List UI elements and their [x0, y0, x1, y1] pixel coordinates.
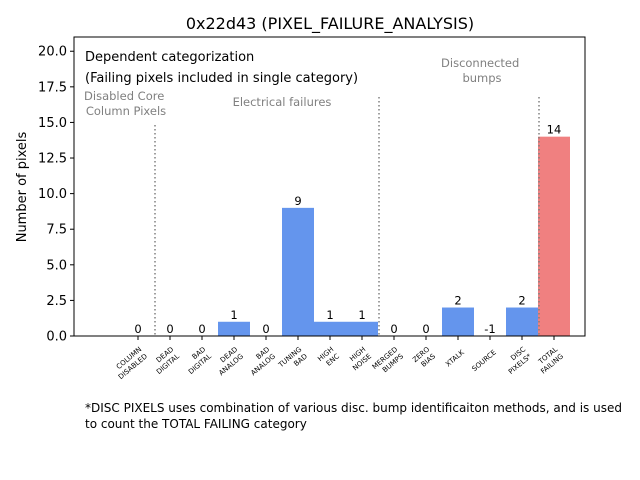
bar-value-label: 0: [390, 322, 397, 336]
footnote: *DISC PIXELS uses combination of various…: [85, 401, 622, 431]
bar-value-label: 0: [134, 322, 141, 336]
x-tick-label: SOURCE: [471, 348, 498, 373]
plot-frame: [73, 36, 586, 337]
group-label-disconnected: Disconnected bumps: [441, 56, 523, 85]
y-tick-label: 10.0: [38, 187, 67, 202]
bar-value-label: -1: [484, 322, 495, 336]
annotation-line-1: Dependent categorization: [85, 50, 254, 65]
bar-value-label: 0: [198, 322, 205, 336]
x-tick-label: HIGHENC: [316, 345, 341, 370]
x-tick-label: BADDIGITAL: [181, 345, 213, 376]
chart-title: 0x22d43 (PIXEL_FAILURE_ANALYSIS): [186, 14, 474, 34]
bar-value-label: 14: [547, 123, 562, 137]
bar-value-label: 1: [230, 308, 237, 322]
group-label-disabled-core-line1: Disabled Core: [84, 89, 164, 103]
bar-disc-pixels: [506, 307, 538, 336]
bar-xtalk: [442, 307, 474, 336]
x-tick-label: DISCPIXELS*: [501, 345, 533, 376]
y-tick-label: 7.5: [46, 223, 67, 238]
y-tick-label: 17.5: [38, 80, 67, 95]
y-tick-label: 15.0: [38, 116, 67, 131]
bar-value-label: 2: [518, 294, 525, 308]
x-tick-label: HIGHNOISE: [346, 345, 374, 372]
y-tick-label: 20.0: [38, 45, 67, 60]
y-tick-label: 2.5: [46, 294, 67, 309]
x-tick-label-line: SOURCE: [471, 348, 498, 373]
x-tick-label: DEADANALOG: [212, 345, 245, 377]
x-tick-label: XTALK: [444, 348, 466, 368]
y-tick-label: 12.5: [38, 152, 67, 167]
y-axis-label: Number of pixels: [15, 131, 30, 242]
group-label-electrical: Electrical failures: [233, 95, 332, 109]
x-tick-label: TUNINGBAD: [276, 345, 309, 376]
bar-value-label: 2: [454, 294, 461, 308]
bar-high-noise: [346, 321, 378, 336]
bar-value-label: 1: [358, 308, 365, 322]
y-tick-label: 0.0: [46, 330, 67, 345]
x-tick-label: DEADDIGITAL: [149, 345, 181, 376]
x-tick-label: ZEROBIAS: [411, 345, 437, 371]
bar-value-label: 0: [166, 322, 173, 336]
x-tick-label: TOTALFAILING: [534, 345, 566, 375]
y-tick-label: 5.0: [46, 258, 67, 273]
bar-dead-analog: [218, 321, 250, 336]
bar-high-enc: [314, 321, 346, 336]
bar-tuning-bad: [282, 207, 314, 336]
bar-value-label: 0: [422, 322, 429, 336]
bar-value-label: 9: [294, 194, 301, 208]
bar-total-failing: [538, 136, 570, 336]
group-label-disconnected-line1: Disconnected: [441, 56, 519, 70]
annotation-line-2: (Failing pixels included in single categ…: [85, 71, 358, 86]
group-label-disabled-core: Disabled Core Column Pixels: [84, 89, 168, 118]
bar-value-label: 0: [262, 322, 269, 336]
x-tick-label-line: XTALK: [444, 348, 466, 368]
bar-value-label: 1: [326, 308, 333, 322]
x-tick-label: BADANALOG: [244, 345, 277, 377]
x-tick-label: COLUMNDISABLED: [111, 345, 149, 381]
group-label-disabled-core-line2: Column Pixels: [86, 104, 166, 118]
group-label-disconnected-line2: bumps: [462, 71, 501, 85]
x-tick-label: MERGEDBUMPS: [371, 345, 406, 378]
